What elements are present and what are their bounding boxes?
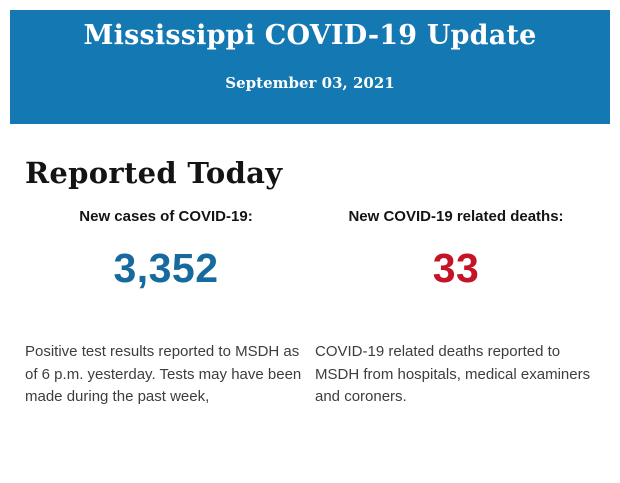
newsletter-title: Mississippi COVID-19 Update [83,20,537,51]
new-deaths-label: New COVID-19 related deaths: [348,208,564,225]
stats-columns: New cases of COVID-19: 3,352 Positive te… [25,207,597,424]
new-cases-description: Positive test results reported to MSDH a… [25,343,302,405]
new-deaths-description: COVID-19 related deaths reported to MSDH… [315,343,591,405]
stat-card-new-deaths: New COVID-19 related deaths: 33 COVID-19… [315,207,597,424]
new-deaths-value: 33 [432,245,480,291]
header-banner: Mississippi COVID-19 Update September 03… [10,10,610,124]
newsletter-date: September 03, 2021 [225,74,395,92]
new-cases-value: 3,352 [113,245,219,291]
new-cases-label: New cases of COVID-19: [79,208,253,225]
stat-card-new-cases: New cases of COVID-19: 3,352 Positive te… [25,207,307,424]
section-title: Reported Today [25,156,283,191]
